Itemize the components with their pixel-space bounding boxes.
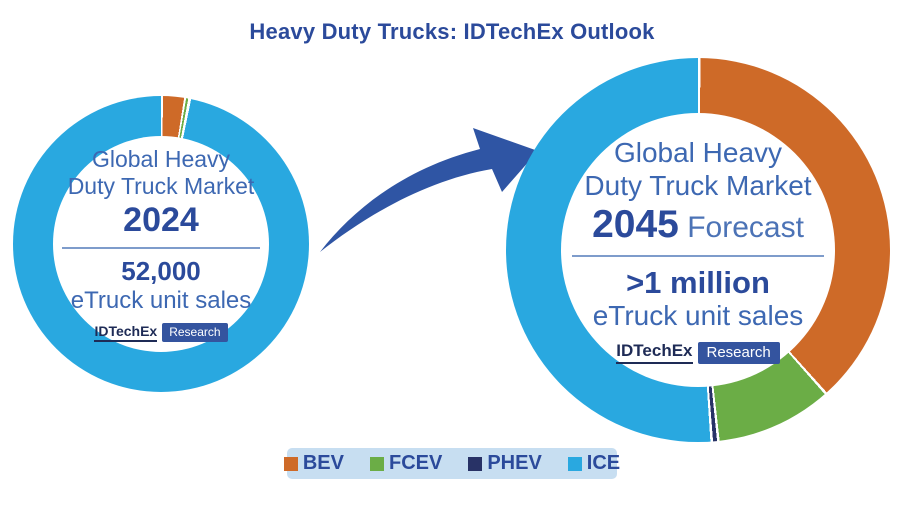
stat-label: eTruck unit sales — [70, 286, 252, 314]
legend-label-fcev: FCEV — [388, 452, 443, 474]
legend-label-bev: BEV — [302, 452, 344, 474]
year-suffix: Forecast — [678, 210, 804, 244]
divider-line — [61, 246, 261, 249]
legend-item-bev: BEV — [283, 452, 344, 475]
market-name-line2: Duty Truck Market — [584, 170, 812, 202]
bev-color-swatch — [283, 456, 298, 471]
stat-value: >1 million — [626, 264, 770, 300]
year-label: 2045 Forecast — [592, 203, 804, 248]
legend-label-ice: ICE — [586, 452, 621, 474]
research-badge: Research — [697, 341, 780, 364]
ice-color-swatch — [567, 456, 582, 471]
donut-2045-center-label: Global Heavy Duty Truck Market 2045 Fore… — [561, 113, 835, 387]
donut-chart-2024: Global Heavy Duty Truck Market 2024 52,0… — [13, 96, 309, 392]
stat-value: 52,000 — [121, 255, 201, 286]
fcev-color-swatch — [369, 456, 384, 471]
legend-item-phev: PHEV — [468, 452, 542, 475]
market-name-line2: Duty Truck Market — [67, 173, 255, 200]
divider-line — [571, 254, 825, 257]
research-badge: Research — [162, 323, 228, 343]
idtechex-logo: IDTechEx Research — [616, 341, 780, 365]
idtechex-logo-text: IDTechEx — [616, 341, 693, 365]
legend-label-phev: PHEV — [487, 452, 542, 474]
phev-color-swatch — [468, 456, 483, 471]
year-label: 2024 — [123, 200, 199, 239]
idtechex-logo: IDTechEx Research — [94, 323, 228, 343]
year-number: 2045 — [592, 202, 679, 246]
page-title: Heavy Duty Trucks: IDTechEx Outlook — [249, 19, 655, 44]
legend: BEV FCEV PHEV ICE — [283, 448, 621, 479]
growth-arrow-icon — [312, 122, 542, 257]
donut-2024-center-label: Global Heavy Duty Truck Market 2024 52,0… — [53, 136, 269, 352]
stat-label: eTruck unit sales — [592, 300, 804, 332]
idtechex-logo-text: IDTechEx — [94, 323, 158, 343]
donut-chart-2045: Global Heavy Duty Truck Market 2045 Fore… — [506, 58, 890, 442]
legend-item-fcev: FCEV — [369, 452, 443, 475]
legend-item-ice: ICE — [567, 452, 621, 475]
market-name-line1: Global Heavy — [613, 136, 783, 168]
market-name-line1: Global Heavy — [91, 145, 231, 172]
